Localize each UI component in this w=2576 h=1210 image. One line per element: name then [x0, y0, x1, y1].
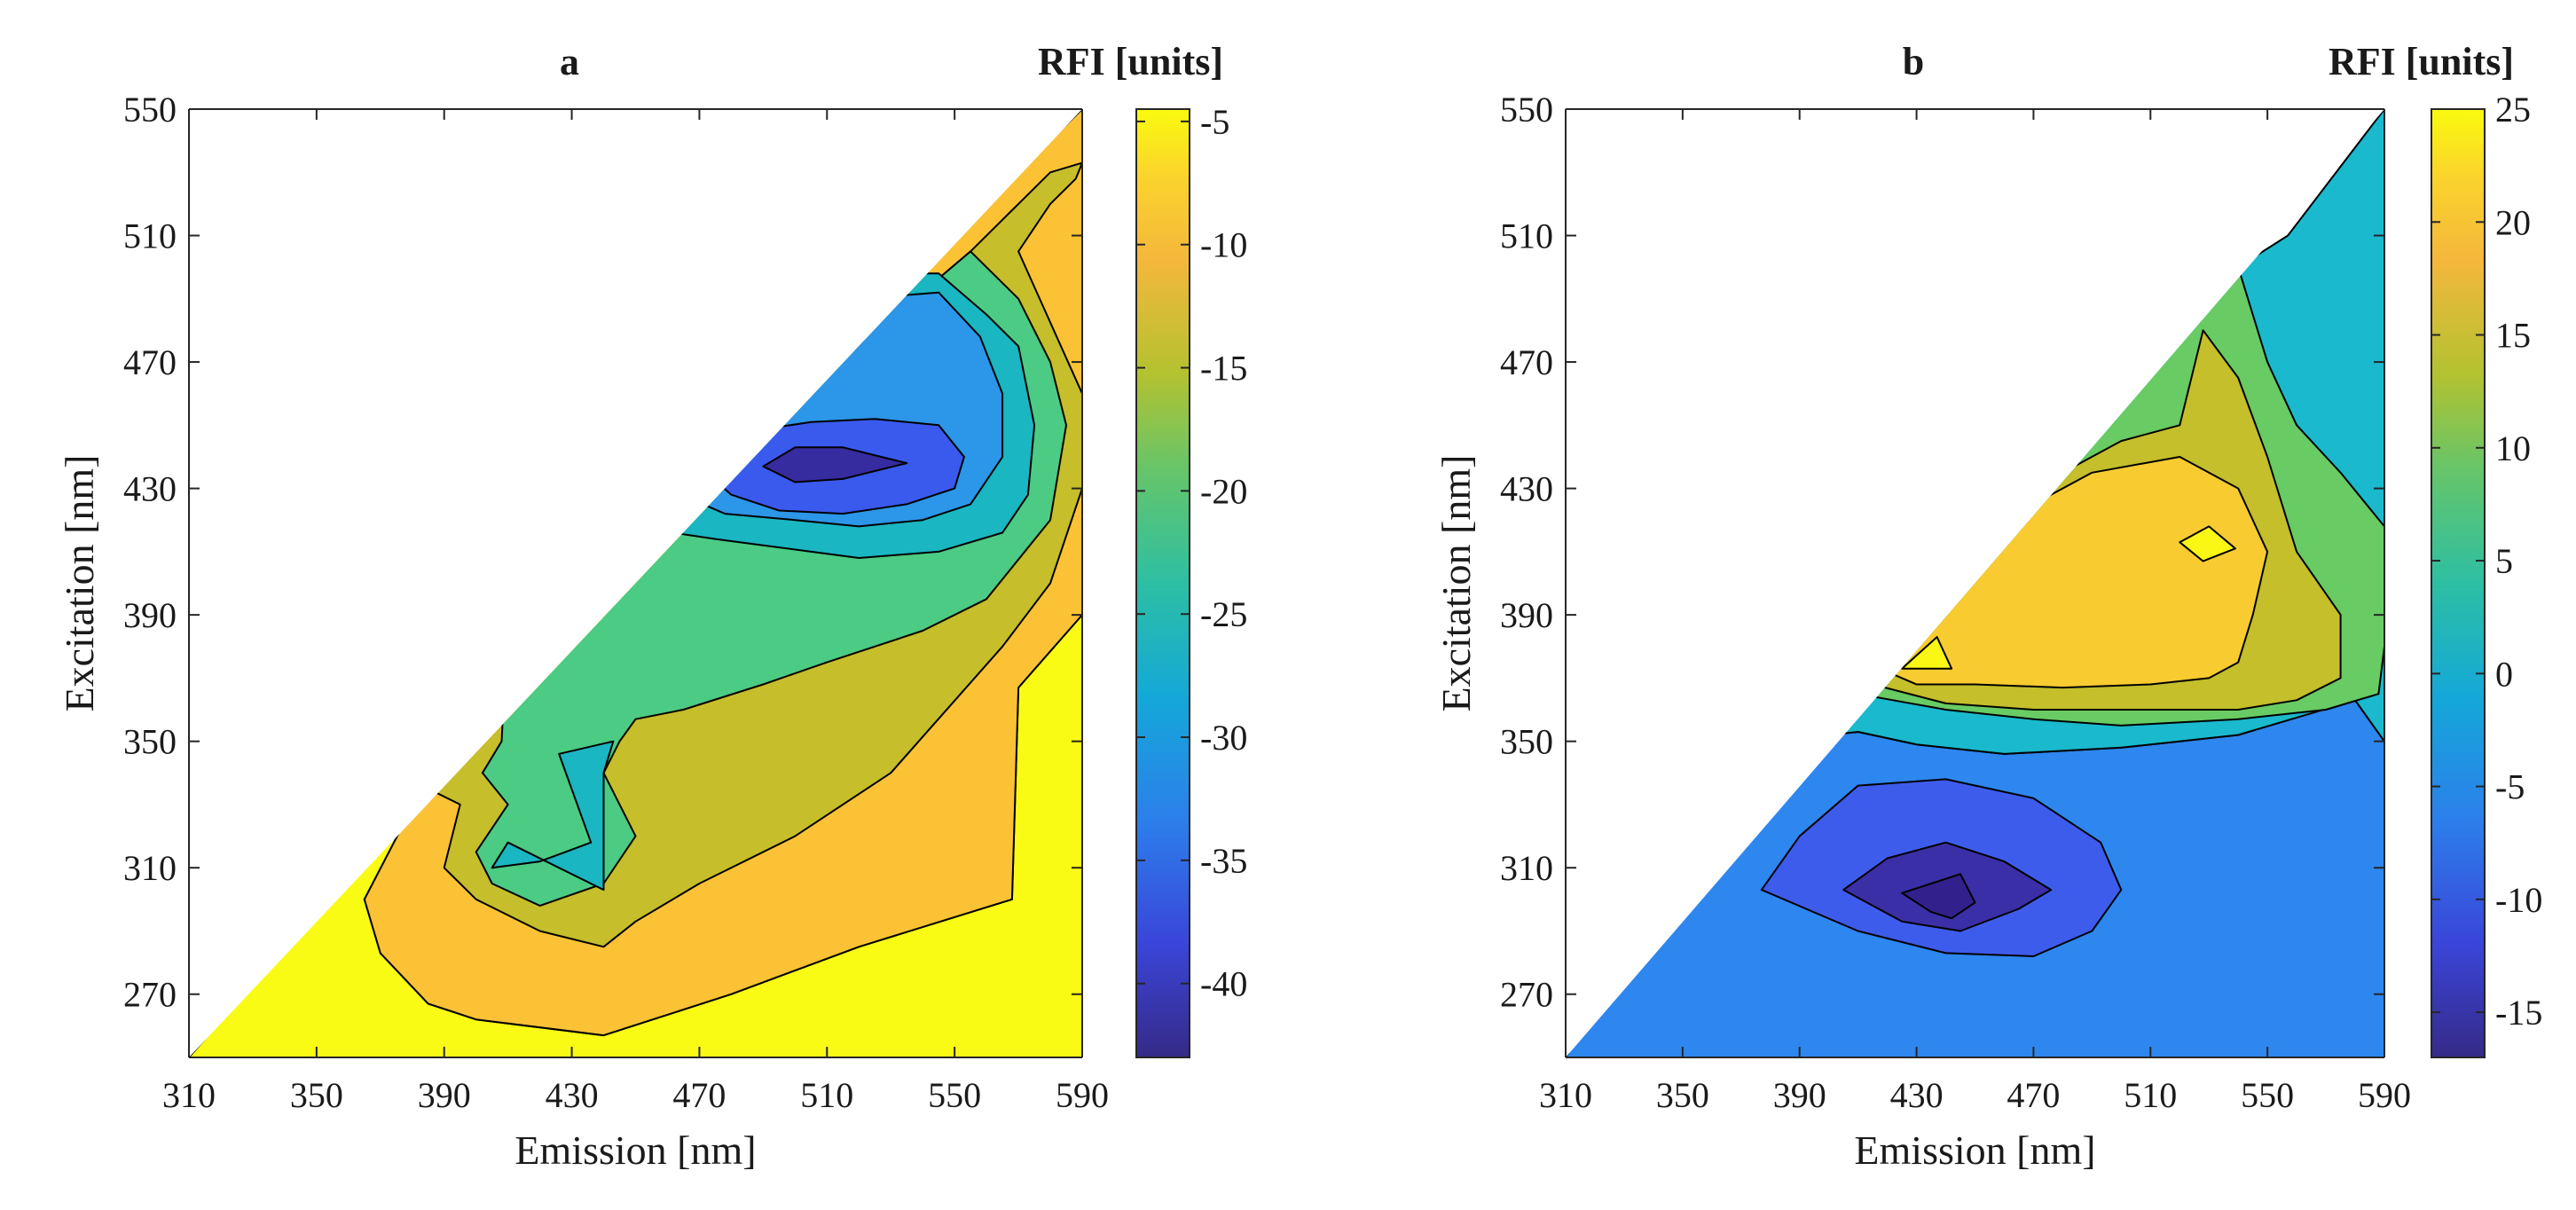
colorbar-gradient — [1135, 108, 1190, 1058]
y-tick-label: 270 — [1500, 975, 1553, 1015]
x-tick-label: 470 — [2007, 1075, 2060, 1115]
y-axis-ticks: 270 310 350 390 430 470 510 550 — [123, 90, 1082, 1015]
colorbar-tick-label: 10 — [2495, 428, 2531, 468]
y-tick-label: 310 — [1500, 848, 1553, 888]
y-tick-label: 470 — [1500, 342, 1553, 382]
contour-region — [762, 446, 908, 483]
x-tick-label: 430 — [1890, 1075, 1944, 1115]
x-tick-label: 390 — [1773, 1075, 1826, 1115]
contour-plot — [1565, 108, 2385, 1058]
y-tick-label: 390 — [123, 595, 177, 635]
x-tick-label: 350 — [1656, 1075, 1709, 1115]
colorbar-tick-label: -20 — [1200, 471, 1247, 511]
colorbar-tick-label: 15 — [2495, 316, 2531, 356]
colorbar: 25 20 15 10 5 0 -5 -10 -15 — [2431, 90, 2542, 1058]
colorbar-tick-label: -15 — [2495, 993, 2542, 1033]
x-tick-label: 550 — [2241, 1075, 2294, 1115]
y-tick-label: 550 — [1500, 90, 1553, 130]
contour-region — [2179, 525, 2236, 562]
x-axis-ticks: 310 350 390 430 470 510 550 590 — [162, 109, 1109, 1115]
y-tick-label: 310 — [123, 848, 177, 888]
x-tick-label: 390 — [418, 1075, 471, 1115]
y-axis-label: Excitation [nm] — [57, 455, 102, 712]
colorbar-tick-label: -40 — [1200, 964, 1247, 1004]
x-axis-label: Emission [nm] — [514, 1128, 756, 1173]
colorbar-tick-label: 25 — [2495, 90, 2531, 130]
y-tick-label: 430 — [1500, 469, 1553, 509]
colorbar-title: RFI [units] — [1038, 40, 1223, 83]
x-tick-label: 510 — [2124, 1075, 2177, 1115]
y-axis-label: Excitation [nm] — [1433, 455, 1479, 712]
colorbar-tick-label: 0 — [2495, 654, 2513, 694]
y-tick-label: 270 — [123, 975, 177, 1015]
y-axis-ticks: 270 310 350 390 430 470 510 550 — [1500, 90, 2384, 1015]
y-tick-label: 510 — [123, 216, 177, 256]
colorbar-title: RFI [units] — [2329, 40, 2514, 83]
colorbar-tick-label: -25 — [1200, 594, 1247, 634]
x-tick-label: 550 — [928, 1075, 981, 1115]
x-tick-label: 470 — [672, 1075, 726, 1115]
contour-region — [1901, 873, 1976, 920]
contour-plot — [188, 108, 1083, 1058]
x-tick-label: 350 — [290, 1075, 343, 1115]
panel-a: a RFI [units] 310 350 390 430 470 510 550 590 2… — [57, 40, 1247, 1173]
colorbar: -5 -10 -15 -20 -25 -30 -35 -40 — [1135, 102, 1247, 1058]
x-tick-label: 430 — [546, 1075, 599, 1115]
y-tick-label: 350 — [123, 722, 177, 762]
y-tick-label: 510 — [1500, 216, 1553, 256]
chart-title: b — [1903, 40, 1924, 83]
contour-region — [491, 740, 615, 892]
colorbar-tick-label: 5 — [2495, 541, 2513, 581]
x-axis-label: Emission [nm] — [1854, 1128, 2095, 1173]
panel-b: b RFI [units] 310 350 390 430 470 510 550 590 2… — [1433, 40, 2542, 1173]
axes-frame — [188, 108, 1083, 1058]
chart-title: a — [560, 40, 579, 83]
x-tick-label: 310 — [162, 1075, 216, 1115]
colorbar-tick-label: -30 — [1200, 718, 1247, 758]
x-tick-label: 310 — [1539, 1075, 1592, 1115]
x-tick-label: 510 — [800, 1075, 853, 1115]
x-tick-label: 590 — [1056, 1075, 1109, 1115]
colorbar-tick-label: 20 — [2495, 202, 2531, 242]
colorbar-tick-label: -10 — [2495, 880, 2542, 920]
y-tick-label: 390 — [1500, 595, 1553, 635]
colorbar-tick-label: -15 — [1200, 349, 1247, 389]
x-tick-label: 590 — [2358, 1075, 2411, 1115]
colorbar-tick-label: -10 — [1200, 225, 1247, 265]
colorbar-tick-label: -35 — [1200, 841, 1247, 881]
colorbar-tick-label: -5 — [2495, 767, 2525, 807]
colorbar-gradient — [2431, 108, 2486, 1058]
y-tick-label: 550 — [123, 90, 177, 130]
y-tick-label: 470 — [123, 342, 177, 382]
axes-frame — [1565, 108, 2385, 1058]
y-tick-label: 350 — [1500, 722, 1553, 762]
contour-region — [1901, 636, 1953, 670]
x-axis-ticks: 310 350 390 430 470 510 550 590 — [1539, 109, 2411, 1115]
y-tick-label: 430 — [123, 469, 177, 509]
colorbar-tick-label: -5 — [1200, 102, 1229, 142]
